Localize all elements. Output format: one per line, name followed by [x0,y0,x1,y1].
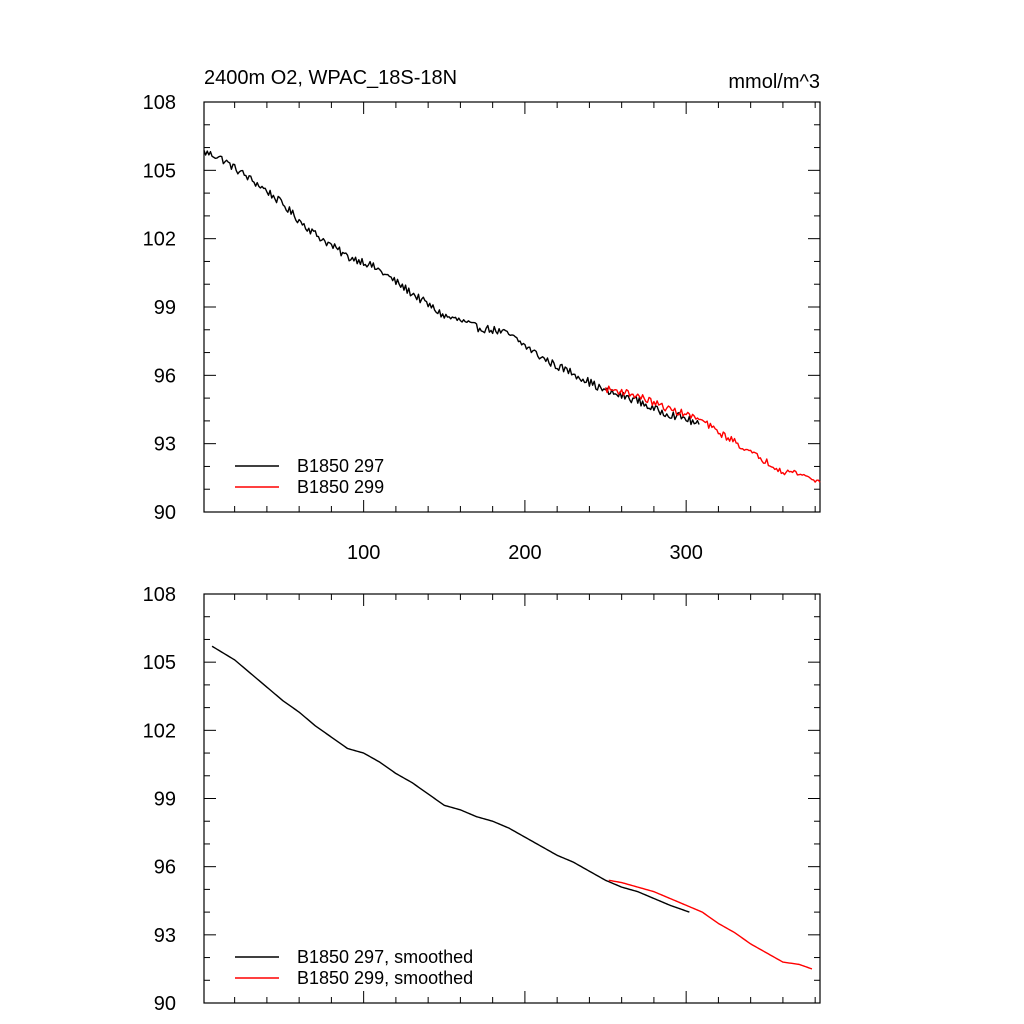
units-label: mmol/m^3 [728,71,820,93]
plot-frame [203,593,821,1004]
series-line-2 [604,385,821,483]
plot-frame [203,101,821,513]
x-tick-label: 100 [347,542,380,564]
x-tick-label: 300 [669,542,702,564]
y-tick-label: 90 [154,993,176,1015]
bottom-panel: 90 93 96 99 102 105 108 B1850 297, smoothedB185… [143,584,821,1015]
series-line-1 [203,150,700,426]
legend-label: B1850 297, smoothed [297,947,473,967]
y-tick-label: 108 [143,92,176,114]
y-tick-label: 105 [143,160,176,182]
y-tick-label: 93 [154,925,176,947]
series-line-1 [211,645,690,913]
y-tick-label: 99 [154,297,176,319]
top-panel: 90 93 96 99 102 105 108 100 200 300 2400m O2, WPAC… [143,67,821,564]
y-tick-label: 99 [154,789,176,811]
y-tick-label: 96 [154,365,176,387]
y-tick-label: 108 [143,584,176,606]
y-tick-label: 93 [154,434,176,456]
y-tick-label: 102 [143,229,176,251]
series-line-2 [608,879,813,970]
legend-label: B1850 297 [297,456,384,476]
y-tick-label: 90 [154,502,176,524]
y-tick-label: 102 [143,720,176,742]
y-tick-label: 96 [154,857,176,879]
chart-title: 2400m O2, WPAC_18S-18N [204,67,457,89]
y-tick-label: 105 [143,652,176,674]
x-tick-label: 200 [508,542,541,564]
legend-label: B1850 299 [297,477,384,497]
legend-label: B1850 299, smoothed [297,968,473,988]
